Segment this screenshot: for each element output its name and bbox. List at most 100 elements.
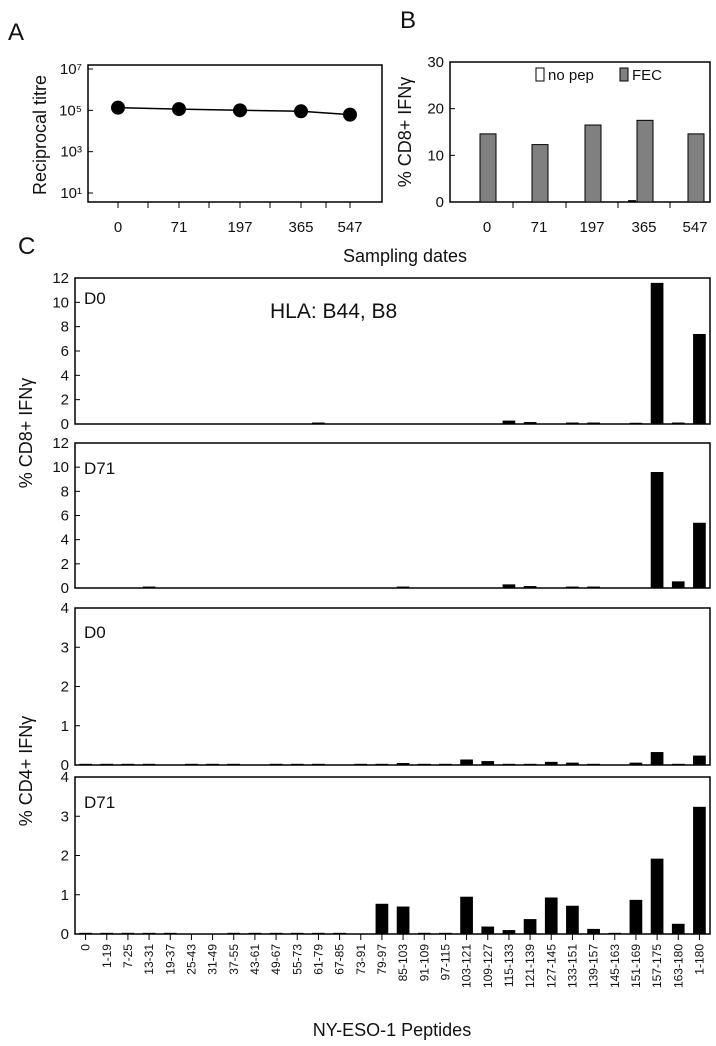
- c-cd4-d71-bar: [671, 923, 685, 934]
- peptide-tick-label: 121-139: [523, 944, 537, 988]
- panel-a-xtick-label: 197: [227, 219, 252, 236]
- panel-b-legend: no pep FEC: [535, 67, 662, 84]
- panel-a-point: [172, 102, 186, 117]
- c-cd4-d0-bar: [100, 763, 114, 765]
- panel-b-ytick-label: 10: [427, 147, 444, 164]
- peptide-tick-label: 151-169: [629, 944, 643, 988]
- c-cd4-d71-bar: [248, 932, 262, 934]
- c-cd4-d71-bar: [100, 932, 114, 934]
- peptide-tick-label: 145-163: [608, 944, 622, 988]
- peptide-tick-label: 73-91: [354, 944, 368, 975]
- c-cd4-d71-bar: [629, 899, 643, 934]
- c-cd4-d0-bar: [396, 763, 410, 765]
- c-cd8-d0-bar: [671, 422, 685, 424]
- legend-label-no-pep: no pep: [548, 67, 594, 84]
- panel-c-peptide-charts: D0 HLA: B44, B8 D71 D0 D71 % CD8+ IFNγ %…: [16, 270, 711, 988]
- panel-b-yticks: 0 10 20 30: [427, 54, 455, 211]
- c-cd8-d0-bar: [650, 282, 664, 424]
- c-cd8-d0-bar: [312, 422, 325, 424]
- panel-a-xtick-label: 365: [288, 219, 313, 236]
- legend-swatch-no-pep: [535, 67, 545, 82]
- cd8-ylabel: % CD8+ IFNγ: [16, 378, 36, 489]
- c-cd4-d0-ytick-label: 0: [61, 757, 69, 774]
- c-cd8-d0-bar: [566, 422, 579, 424]
- c-cd4-d0-label: D0: [84, 623, 106, 642]
- c-cd4-d0-frame: [74, 607, 711, 766]
- panel-b-xtick-label: 0: [483, 219, 491, 236]
- c-cd4-d0-bar: [185, 763, 198, 765]
- c-cd4-d71-bar: [587, 928, 600, 934]
- panel-b-bar-fec: [479, 133, 497, 203]
- peptide-tick-label: 31-49: [206, 944, 220, 975]
- panel-b-bar-fec: [636, 119, 654, 203]
- peptide-tick-label: 127-145: [544, 944, 558, 988]
- panel-a-ytick-label: 10⁷: [60, 61, 82, 78]
- c-cd4-d71-bar: [566, 905, 579, 934]
- c-cd4-d0-ytick-label: 3: [61, 639, 69, 656]
- c-cd8-d0-ytick-label: 8: [61, 319, 69, 336]
- c-cd4-d0-bar: [523, 763, 537, 765]
- c-cd8-d71-ytick-label: 12: [52, 435, 69, 452]
- c-cd4-d71-bar: [502, 930, 516, 934]
- c-cd4-d71-bar: [375, 903, 389, 934]
- c-cd4-d71-bar: [163, 932, 177, 934]
- c-cd4-d71-bar: [544, 897, 558, 934]
- c-cd4-d71-bar: [417, 932, 431, 934]
- c-cd4-d71-bar: [121, 932, 135, 934]
- panel-a-xtick-label: 71: [171, 219, 188, 236]
- panel-b-xticks: 0 71 197 365 547: [483, 202, 708, 236]
- c-cd8-d0-ytick-label: 4: [61, 367, 69, 384]
- c-cd8-d71-ytick-label: 0: [61, 580, 69, 597]
- c-cd8-d71-ytick-label: 2: [61, 556, 69, 573]
- c-cd4-d0-bar: [439, 763, 452, 765]
- peptide-tick-label: 67-85: [333, 944, 347, 975]
- c-cd8-d71-ytick-label: 4: [61, 532, 69, 549]
- c-cd8-d0-bar: [629, 422, 643, 424]
- c-cd4-d0-bar: [312, 763, 325, 765]
- sampling-dates-label: Sampling dates: [343, 246, 467, 266]
- peptide-tick-label: 0: [79, 944, 93, 951]
- c-cd8-d71-bar: [523, 586, 537, 588]
- c-cd4-d71-bar: [290, 932, 304, 934]
- panel-b-bar-no-pep: [628, 200, 636, 202]
- c-cd4-d71-bar: [79, 932, 92, 934]
- legend-label-fec: FEC: [632, 67, 662, 84]
- c-cd4-d71-bar: [333, 932, 346, 934]
- c-cd8-d0-ytick-label: 2: [61, 392, 69, 409]
- peptide-tick-label: 85-103: [396, 944, 410, 982]
- c-cd4-d0-bar: [544, 761, 558, 765]
- panel-b-xtick-label: 197: [579, 219, 604, 236]
- peptide-tick-label: 49-67: [269, 944, 283, 975]
- peptides-label: NY-ESO-1 Peptides: [313, 1020, 471, 1040]
- c-cd4-d0-bar: [566, 762, 579, 765]
- c-cd8-d71-bar: [587, 586, 600, 588]
- c-cd4-d0-bar: [269, 763, 283, 765]
- c-cd8-d0-ytick-label: 12: [52, 270, 69, 287]
- c-cd8-d71-ytick-label: 10: [52, 459, 69, 476]
- c-cd4-d71-bar: [523, 919, 537, 934]
- panel-a-xticks: 0 71 197 365 547: [114, 202, 363, 236]
- panel-c-bars: [79, 282, 706, 934]
- peptide-tick-label: 91-109: [417, 944, 431, 982]
- peptide-tick-label: 103-121: [460, 944, 474, 988]
- c-cd4-d0-bar: [502, 763, 516, 765]
- c-cd4-d0-bar: [693, 755, 706, 765]
- panel-a-ytick-label: 10³: [60, 144, 82, 161]
- peptide-tick-label: 25-43: [184, 944, 198, 975]
- c-cd8-d0-ytick-label: 10: [52, 294, 69, 311]
- panel-a-ytick-label: 10⁵: [59, 102, 82, 119]
- c-cd4-d71-bar: [142, 932, 156, 934]
- c-cd4-d71-ytick-label: 4: [61, 769, 69, 786]
- c-cd4-d0-bar: [354, 763, 368, 765]
- c-cd4-d71-ytick-label: 2: [61, 848, 69, 865]
- panel-a-xtick-label: 547: [337, 219, 362, 236]
- c-cd8-d0-ytick-label: 0: [61, 416, 69, 433]
- c-cd4-d71-bar: [227, 932, 241, 934]
- panel-a-yticks: 10¹ 10³ 10⁵ 10⁷: [59, 61, 93, 202]
- panel-c-peptide-ticks: 0 1-19 7-25 13-31 19-37 25-43 31-49 37-55 43-61 4…: [79, 934, 706, 988]
- panel-letter-a: A: [8, 19, 24, 46]
- c-cd8-d71-bar: [650, 472, 664, 588]
- c-cd4-d0-bar: [650, 752, 664, 765]
- c-cd4-d0-ytick-label: 4: [61, 600, 69, 617]
